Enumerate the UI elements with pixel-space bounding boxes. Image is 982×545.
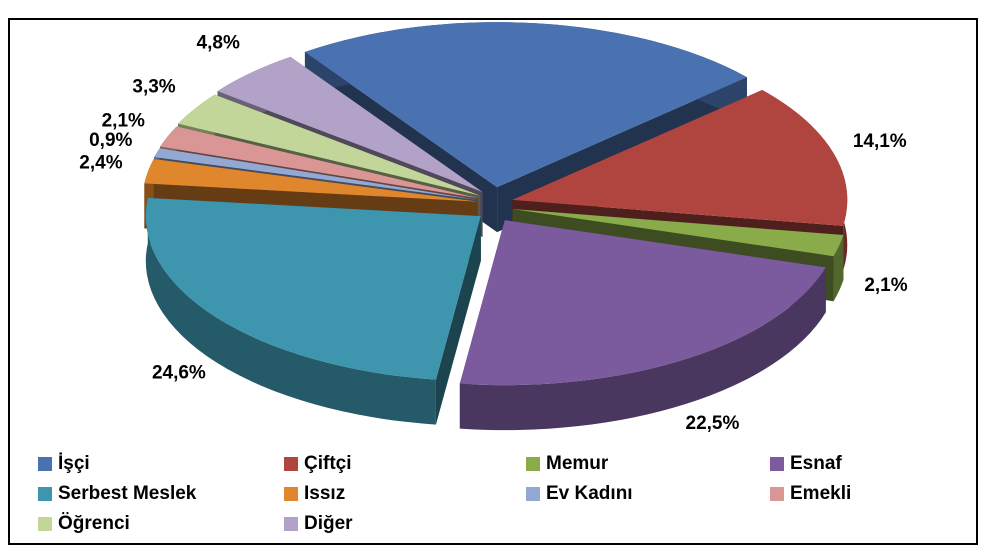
- slice: [145, 197, 481, 380]
- data-label: 3,3%: [132, 77, 175, 98]
- data-label: 24,6%: [152, 363, 206, 384]
- legend-swatch: [284, 487, 298, 501]
- legend-label: Emekli: [790, 483, 851, 504]
- legend-swatch: [526, 457, 540, 471]
- slice: [154, 148, 478, 200]
- data-label: 22,5%: [686, 413, 740, 434]
- data-label: 14,1%: [853, 131, 907, 152]
- slice: [217, 56, 483, 192]
- slice: [459, 220, 826, 386]
- data-label: 4,8%: [197, 33, 240, 54]
- slice-wall: [145, 197, 436, 425]
- legend-swatch: [770, 457, 784, 471]
- slice: [178, 94, 480, 196]
- legend-swatch: [526, 487, 540, 501]
- data-label: 2,4%: [79, 153, 122, 174]
- slice: [160, 126, 479, 199]
- legend-label: Issız: [304, 483, 345, 504]
- slice-wall: [459, 267, 826, 431]
- legend-swatch: [38, 457, 52, 471]
- legend-swatch: [770, 487, 784, 501]
- legend-label: Öğrenci: [58, 513, 130, 534]
- legend-label: Diğer: [304, 513, 353, 534]
- legend-swatch: [38, 517, 52, 531]
- legend-swatch: [38, 487, 52, 501]
- slice: [144, 158, 478, 202]
- legend-swatch: [284, 457, 298, 471]
- slice-wall: [833, 234, 844, 302]
- data-label: 2,1%: [864, 275, 907, 296]
- legend-label: Çiftçi: [304, 453, 352, 474]
- data-label: 2,1%: [102, 110, 145, 131]
- legend-label: Serbest Meslek: [58, 483, 197, 504]
- legend-label: İşçi: [58, 453, 90, 474]
- data-label: 0,9%: [89, 130, 132, 151]
- legend-swatch: [284, 517, 298, 531]
- legend-label: Memur: [546, 453, 609, 474]
- slice: [512, 90, 848, 226]
- legend-label: Ev Kadını: [546, 483, 633, 504]
- legend-label: Esnaf: [790, 453, 842, 474]
- slice-side: [435, 216, 481, 425]
- slice: [304, 22, 747, 188]
- slice: [512, 208, 844, 257]
